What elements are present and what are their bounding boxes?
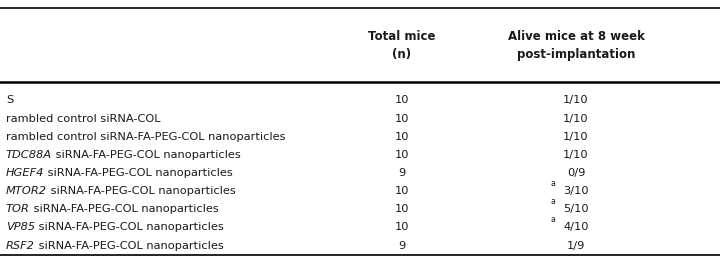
- Text: S: S: [6, 96, 13, 105]
- Text: 9: 9: [398, 241, 405, 251]
- Text: RSF2: RSF2: [6, 241, 35, 251]
- Text: TDC88A: TDC88A: [6, 150, 52, 160]
- Text: rambled control siRNA-FA-PEG-COL nanoparticles: rambled control siRNA-FA-PEG-COL nanopar…: [6, 132, 285, 142]
- Text: 3/10: 3/10: [563, 186, 589, 196]
- Text: 10: 10: [395, 186, 409, 196]
- Text: siRNA-FA-PEG-COL nanoparticles: siRNA-FA-PEG-COL nanoparticles: [35, 222, 224, 233]
- Text: siRNA-FA-PEG-COL nanoparticles: siRNA-FA-PEG-COL nanoparticles: [30, 204, 218, 214]
- Text: 10: 10: [395, 222, 409, 233]
- Text: 1/10: 1/10: [563, 114, 589, 124]
- Text: 1/10: 1/10: [563, 96, 589, 105]
- Text: Total mice
(n): Total mice (n): [368, 30, 436, 61]
- Text: a: a: [550, 215, 555, 224]
- Text: 10: 10: [395, 96, 409, 105]
- Text: 10: 10: [395, 114, 409, 124]
- Text: siRNA-FA-PEG-COL nanoparticles: siRNA-FA-PEG-COL nanoparticles: [35, 241, 223, 251]
- Text: siRNA-FA-PEG-COL nanoparticles: siRNA-FA-PEG-COL nanoparticles: [52, 150, 240, 160]
- Text: a: a: [550, 179, 555, 188]
- Text: TOR: TOR: [6, 204, 30, 214]
- Text: 5/10: 5/10: [563, 204, 589, 214]
- Text: 4/10: 4/10: [563, 222, 589, 233]
- Text: 1/10: 1/10: [563, 132, 589, 142]
- Text: 9: 9: [398, 168, 405, 178]
- Text: VP85: VP85: [6, 222, 35, 233]
- Text: MTOR2: MTOR2: [6, 186, 47, 196]
- Text: siRNA-FA-PEG-COL nanoparticles: siRNA-FA-PEG-COL nanoparticles: [44, 168, 233, 178]
- Text: Alive mice at 8 week
post-implantation: Alive mice at 8 week post-implantation: [508, 30, 644, 61]
- Text: siRNA-FA-PEG-COL nanoparticles: siRNA-FA-PEG-COL nanoparticles: [47, 186, 235, 196]
- Text: 0/9: 0/9: [567, 168, 585, 178]
- Text: 10: 10: [395, 132, 409, 142]
- Text: HGEF4: HGEF4: [6, 168, 44, 178]
- Text: rambled control siRNA-COL: rambled control siRNA-COL: [6, 114, 161, 124]
- Text: 1/10: 1/10: [563, 150, 589, 160]
- Text: 10: 10: [395, 204, 409, 214]
- Text: 1/9: 1/9: [567, 241, 585, 251]
- Text: a: a: [550, 197, 555, 206]
- Text: 10: 10: [395, 150, 409, 160]
